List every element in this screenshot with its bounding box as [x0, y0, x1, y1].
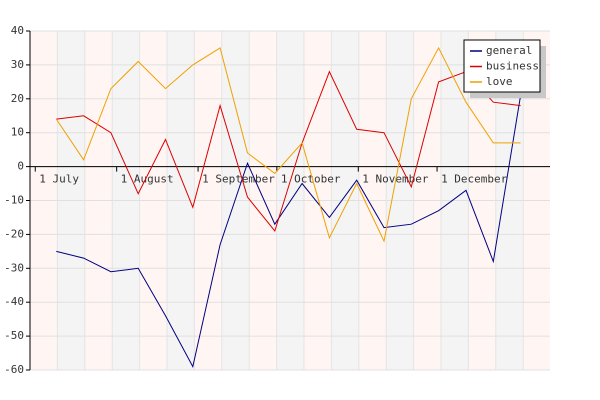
- y-tick-label: 40: [11, 24, 24, 37]
- series-line: [56, 95, 522, 369]
- x-tick-label: 1 August: [121, 173, 174, 186]
- y-tick-label: 20: [11, 92, 24, 105]
- x-tick-label: 1 July: [39, 173, 79, 186]
- x-tick-label: 1 October: [281, 173, 341, 186]
- y-tick-label: -60: [4, 363, 24, 376]
- y-tick-label: 0: [17, 160, 24, 173]
- y-tick-label: -10: [4, 194, 24, 207]
- x-tick-label: 1 December: [441, 173, 508, 186]
- x-tick-label: 1 September: [202, 173, 275, 186]
- y-tick-label: -50: [4, 329, 24, 342]
- y-tick-label: -20: [4, 227, 24, 240]
- legend-label: love: [486, 75, 513, 88]
- series-line: [56, 70, 521, 233]
- y-tick-label: 10: [11, 126, 24, 139]
- legend-label: business: [486, 60, 539, 73]
- series-line: [55, 46, 521, 243]
- y-tick-label: -40: [4, 295, 24, 308]
- y-tick-label: -30: [4, 261, 24, 274]
- y-tick-label: 30: [11, 58, 24, 71]
- legend-label: general: [486, 44, 532, 57]
